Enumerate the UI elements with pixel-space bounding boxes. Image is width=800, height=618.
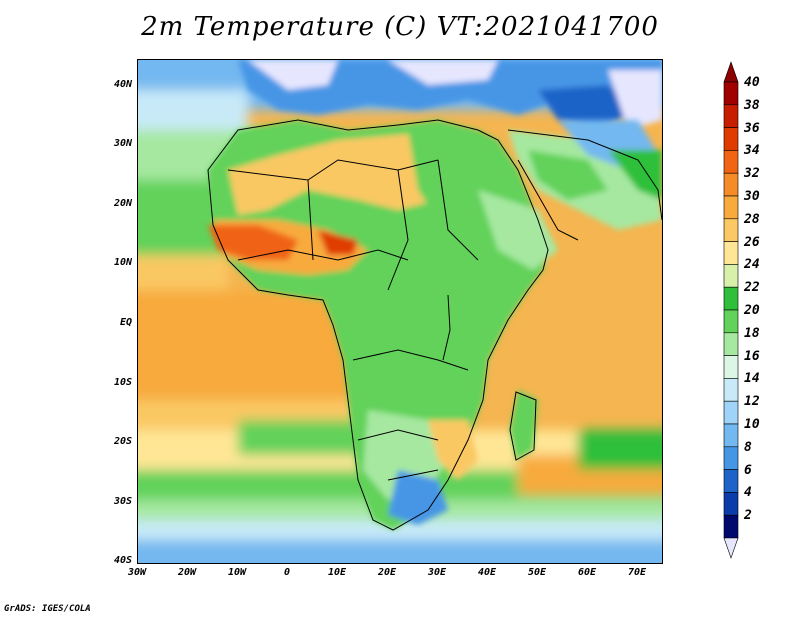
colorbar-level-label: 6 <box>744 462 752 478</box>
colorbar-level-label: 30 <box>744 189 760 204</box>
colorbar-level-label: 32 <box>744 166 760 182</box>
lon-label: 50E <box>527 567 547 578</box>
colorbar-under-arrow <box>723 537 739 559</box>
colorbar-swatch <box>723 127 739 151</box>
colorbar <box>723 61 739 559</box>
lat-label: 10S <box>113 377 132 388</box>
colorbar-swatch <box>723 104 739 128</box>
lon-label: 30E <box>427 567 447 578</box>
map-title: 2m Temperature (C) VT:2021041700 <box>141 12 659 42</box>
colorbar-swatch <box>723 400 739 425</box>
colorbar-over-arrow <box>723 61 739 83</box>
lon-label: 10E <box>327 567 347 578</box>
colorbar-level-label: 10 <box>744 417 760 432</box>
lat-label: 20N <box>113 198 132 209</box>
colorbar-swatch <box>723 446 739 470</box>
colorbar-swatch <box>723 241 739 265</box>
colorbar-swatch <box>723 172 739 197</box>
temperature-field <box>138 60 662 563</box>
lat-label: 30S <box>113 496 132 507</box>
colorbar-level-label: 40 <box>744 75 760 90</box>
colorbar-level-label: 28 <box>744 211 760 227</box>
lat-label: 40N <box>113 79 132 90</box>
colorbar-swatch <box>723 514 739 539</box>
colorbar-level-label: 8 <box>744 439 752 455</box>
colorbar-swatch <box>723 469 739 493</box>
colorbar-level-label: 2 <box>744 508 752 524</box>
lat-label: 10N <box>113 257 132 268</box>
lat-label: EQ <box>119 317 132 328</box>
lon-label: 10W <box>227 567 247 578</box>
colorbar-level-label: 22 <box>744 280 760 296</box>
colorbar-swatch <box>723 423 739 448</box>
lat-label: 20S <box>113 436 132 447</box>
colorbar-level-label: 4 <box>744 485 752 501</box>
colorbar-level-label: 20 <box>744 303 760 318</box>
lon-label: 40E <box>477 567 497 578</box>
lon-label: 20E <box>377 567 397 578</box>
colorbar-swatch <box>723 286 739 311</box>
colorbar-swatch <box>723 355 739 379</box>
temperature-map <box>137 59 663 564</box>
lon-label: 70E <box>627 567 647 578</box>
lon-label: 0 <box>283 567 291 578</box>
colorbar-level-label: 16 <box>744 348 760 364</box>
colorbar-level-label: 24 <box>744 257 760 273</box>
colorbar-level-label: 38 <box>744 97 760 113</box>
colorbar-swatch <box>723 332 739 356</box>
lon-label: 20W <box>177 567 197 578</box>
credit-text: GrADS: IGES/COLA <box>4 604 91 614</box>
lon-label: 60E <box>577 567 597 578</box>
colorbar-level-label: 14 <box>744 371 760 387</box>
colorbar-swatch <box>723 492 739 516</box>
lat-label: 30N <box>113 138 132 149</box>
colorbar-swatch <box>723 309 739 334</box>
lon-label: 30W <box>127 567 147 578</box>
colorbar-swatch <box>723 150 739 174</box>
colorbar-swatch <box>723 81 739 106</box>
colorbar-level-label: 26 <box>744 234 760 250</box>
colorbar-level-label: 36 <box>744 120 760 136</box>
colorbar-swatch <box>723 195 739 220</box>
lat-label: 40S <box>113 555 132 566</box>
colorbar-swatch <box>723 218 739 242</box>
colorbar-swatch <box>723 378 739 402</box>
colorbar-level-label: 18 <box>744 325 760 341</box>
colorbar-swatch <box>723 264 739 288</box>
colorbar-level-label: 34 <box>744 143 760 159</box>
colorbar-level-label: 12 <box>744 394 760 410</box>
